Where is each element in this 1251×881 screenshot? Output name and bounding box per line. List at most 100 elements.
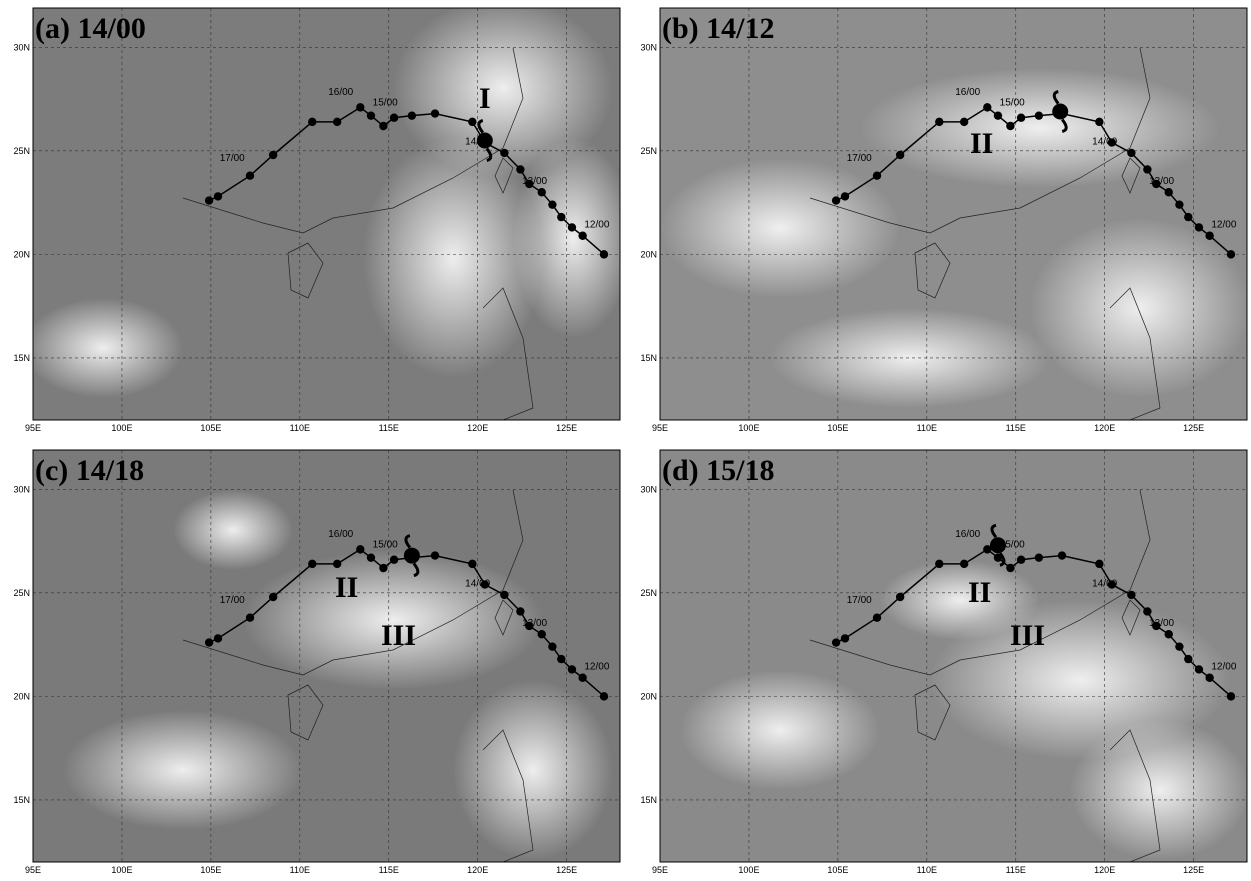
- track-point: [1165, 188, 1173, 196]
- typhoon-symbol: [990, 537, 1006, 553]
- track-point: [1195, 665, 1203, 673]
- y-tick-label: 30N: [13, 42, 30, 52]
- track-point: [333, 118, 341, 126]
- track-point: [1127, 149, 1135, 157]
- cloud: [1070, 720, 1250, 860]
- cloud: [513, 138, 633, 338]
- time-label: 15/00: [373, 97, 398, 108]
- y-tick-label: 15N: [640, 795, 657, 805]
- y-tick-label: 20N: [640, 691, 657, 701]
- region-label: I: [479, 82, 491, 115]
- typhoon-symbol: [404, 548, 420, 564]
- x-tick-label: 105E: [827, 423, 848, 433]
- track-point: [333, 560, 341, 568]
- track-point: [873, 171, 881, 179]
- x-tick-label: 120E: [1094, 865, 1115, 875]
- track-point: [1143, 165, 1151, 173]
- track-point: [1205, 232, 1213, 240]
- x-tick-label: 115E: [379, 865, 399, 875]
- track-point: [896, 151, 904, 159]
- track-point: [1127, 591, 1135, 599]
- track-point: [214, 634, 222, 642]
- typhoon-symbol: [477, 133, 493, 149]
- panel: 16/0015/0017/0014/0013/0012/00II(b) 14/1…: [640, 8, 1250, 433]
- x-tick-label: 110E: [290, 423, 310, 433]
- cloud: [173, 490, 293, 570]
- track-point: [431, 109, 439, 117]
- track-point: [548, 200, 556, 208]
- panel-label: (b) 14/12: [662, 12, 775, 45]
- track-point: [1195, 223, 1203, 231]
- y-tick-label: 25N: [13, 588, 30, 598]
- figure: 16/0015/0017/0014/0013/0012/00I(a) 14/00…: [0, 0, 1251, 881]
- x-tick-label: 115E: [1006, 865, 1026, 875]
- panel-label: (a) 14/00: [35, 12, 146, 45]
- time-label: 13/00: [1149, 176, 1174, 187]
- track-point: [983, 103, 991, 111]
- x-tick-label: 125E: [1183, 423, 1204, 433]
- track-point: [269, 151, 277, 159]
- map-area: 16/0015/0017/0014/0013/0012/00II(b) 14/1…: [660, 8, 1250, 420]
- track-point: [516, 607, 524, 615]
- track-point: [1205, 674, 1213, 682]
- track-point: [557, 213, 565, 221]
- track-point: [1165, 630, 1173, 638]
- track-point: [832, 638, 840, 646]
- y-tick-label: 25N: [640, 146, 657, 156]
- time-label: 12/00: [584, 661, 609, 672]
- track-point: [1175, 642, 1183, 650]
- region-label: II: [335, 571, 358, 604]
- track-point: [205, 196, 213, 204]
- track-point: [935, 560, 943, 568]
- track-point: [557, 655, 565, 663]
- track-point: [994, 111, 1002, 119]
- track-point: [1017, 114, 1025, 122]
- region-label: III: [1010, 619, 1045, 652]
- track-point: [1143, 607, 1151, 615]
- y-tick-label: 15N: [13, 353, 30, 363]
- track-point: [246, 171, 254, 179]
- x-tick-label: 100E: [738, 865, 759, 875]
- x-tick-label: 110E: [290, 865, 310, 875]
- track-point: [960, 118, 968, 126]
- track-point: [1058, 551, 1066, 559]
- track-point: [367, 111, 375, 119]
- time-label: 14/00: [465, 579, 490, 590]
- x-tick-label: 115E: [379, 423, 399, 433]
- time-label: 14/00: [1092, 137, 1117, 148]
- y-tick-label: 30N: [640, 42, 657, 52]
- track-point: [548, 642, 556, 650]
- track-point: [408, 111, 416, 119]
- cloud: [1030, 218, 1250, 398]
- track-point: [367, 553, 375, 561]
- time-label: 13/00: [522, 618, 547, 629]
- track-point: [1184, 655, 1192, 663]
- time-label: 15/00: [373, 539, 398, 550]
- track-point: [568, 665, 576, 673]
- y-tick-label: 20N: [640, 249, 657, 259]
- track-point: [1095, 560, 1103, 568]
- y-tick-label: 25N: [640, 588, 657, 598]
- typhoon-symbol: [1052, 104, 1068, 120]
- x-tick-label: 95E: [25, 865, 41, 875]
- track-point: [538, 630, 546, 638]
- y-tick-label: 30N: [13, 484, 30, 494]
- track-point: [431, 551, 439, 559]
- track-point: [1175, 200, 1183, 208]
- track-point: [935, 118, 943, 126]
- track-point: [214, 192, 222, 200]
- track-point: [246, 613, 254, 621]
- x-tick-label: 110E: [917, 865, 937, 875]
- track-point: [568, 223, 576, 231]
- time-label: 14/00: [1092, 579, 1117, 590]
- cloud: [680, 670, 880, 790]
- x-tick-label: 105E: [200, 865, 221, 875]
- panel: 16/0015/0017/0014/0013/0012/00IIIII(d) 1…: [640, 450, 1250, 875]
- track-point: [500, 591, 508, 599]
- cloud: [63, 710, 303, 830]
- track-point: [538, 188, 546, 196]
- track-point: [1035, 553, 1043, 561]
- track-point: [390, 556, 398, 564]
